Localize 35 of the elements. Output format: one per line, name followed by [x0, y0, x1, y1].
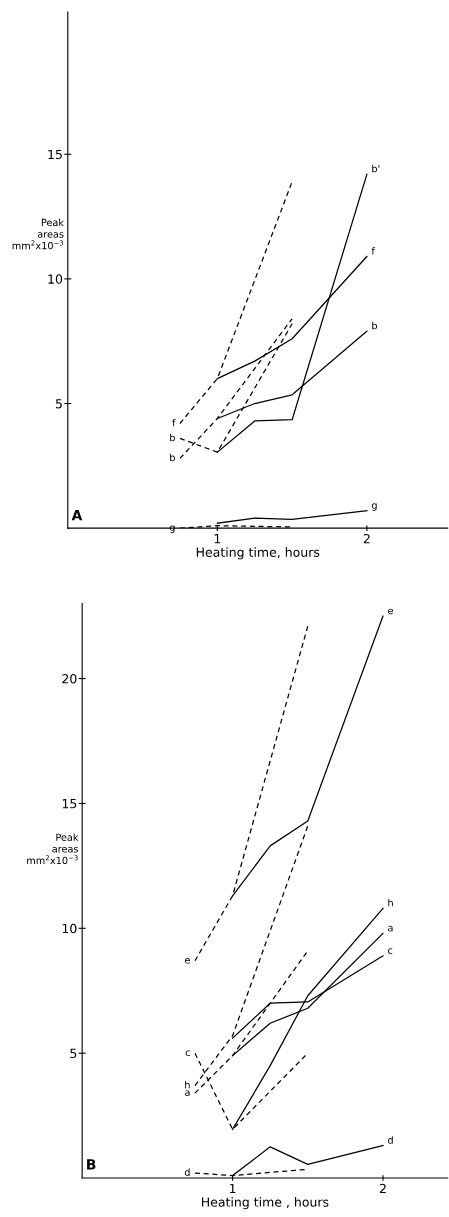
annotation: A	[71, 510, 83, 521]
series-label: a	[388, 925, 393, 932]
series-label: g	[169, 525, 175, 533]
x-tick-label: 1	[229, 1184, 236, 1194]
series-label: e	[388, 608, 393, 615]
y-tick-label: 10	[62, 923, 77, 934]
series-label: h	[388, 898, 393, 907]
x-tick-label: 2	[363, 533, 370, 544]
series-label: b'	[372, 164, 380, 173]
series-label: f	[172, 418, 176, 427]
series-label: h	[185, 1080, 190, 1089]
y-tick-label: 15	[48, 149, 62, 160]
series-label: c	[185, 1050, 190, 1056]
y-tick-label: 10	[48, 274, 63, 284]
x-axis-title: Heating time, hours	[196, 547, 320, 560]
series-label: g	[371, 503, 377, 511]
series-label: d	[388, 1136, 393, 1144]
x-tick-label: 2	[379, 1183, 386, 1194]
series-label: b	[170, 453, 175, 462]
series-label: b	[372, 321, 378, 330]
y-tick-label: 5	[70, 1048, 77, 1059]
series-label: e	[185, 958, 190, 964]
y-tick-label: 5	[55, 399, 62, 409]
series-label: a	[185, 1090, 190, 1096]
series-label: b	[170, 433, 175, 442]
x-axis-title: Heating time , hours	[202, 1197, 329, 1210]
annotation: B	[87, 1159, 96, 1170]
series-label: f	[371, 247, 375, 255]
y-tick-label: 20	[62, 674, 77, 684]
series-label: d	[184, 1168, 190, 1176]
y-axis-title: Peak areas mm$^{2}$x10$^{−3}$	[12, 218, 64, 250]
series-label: c	[388, 948, 393, 954]
y-axis-title: Peak areas mm$^{2}$x10$^{−3}$	[27, 833, 79, 865]
y-tick-label: 15	[62, 799, 77, 809]
x-tick-label: 1	[214, 534, 221, 544]
